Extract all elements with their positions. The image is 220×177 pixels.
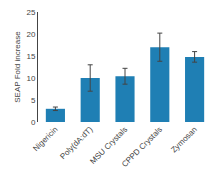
svg-text:15: 15: [26, 52, 35, 61]
svg-text:MSU Crystals: MSU Crystals: [88, 125, 129, 166]
svg-text:25: 25: [26, 8, 35, 17]
svg-text:5: 5: [31, 96, 36, 105]
svg-text:20: 20: [26, 30, 35, 39]
svg-text:10: 10: [26, 74, 35, 83]
svg-text:CPPD Crystals: CPPD Crystals: [120, 125, 164, 169]
svg-text:Zymosan: Zymosan: [169, 125, 199, 155]
svg-text:SEAP Fold increase: SEAP Fold increase: [13, 31, 22, 103]
svg-text:Nigericin: Nigericin: [31, 125, 59, 153]
svg-text:0: 0: [31, 118, 36, 127]
svg-text:Poly(dA:dT): Poly(dA:dT): [58, 125, 94, 161]
